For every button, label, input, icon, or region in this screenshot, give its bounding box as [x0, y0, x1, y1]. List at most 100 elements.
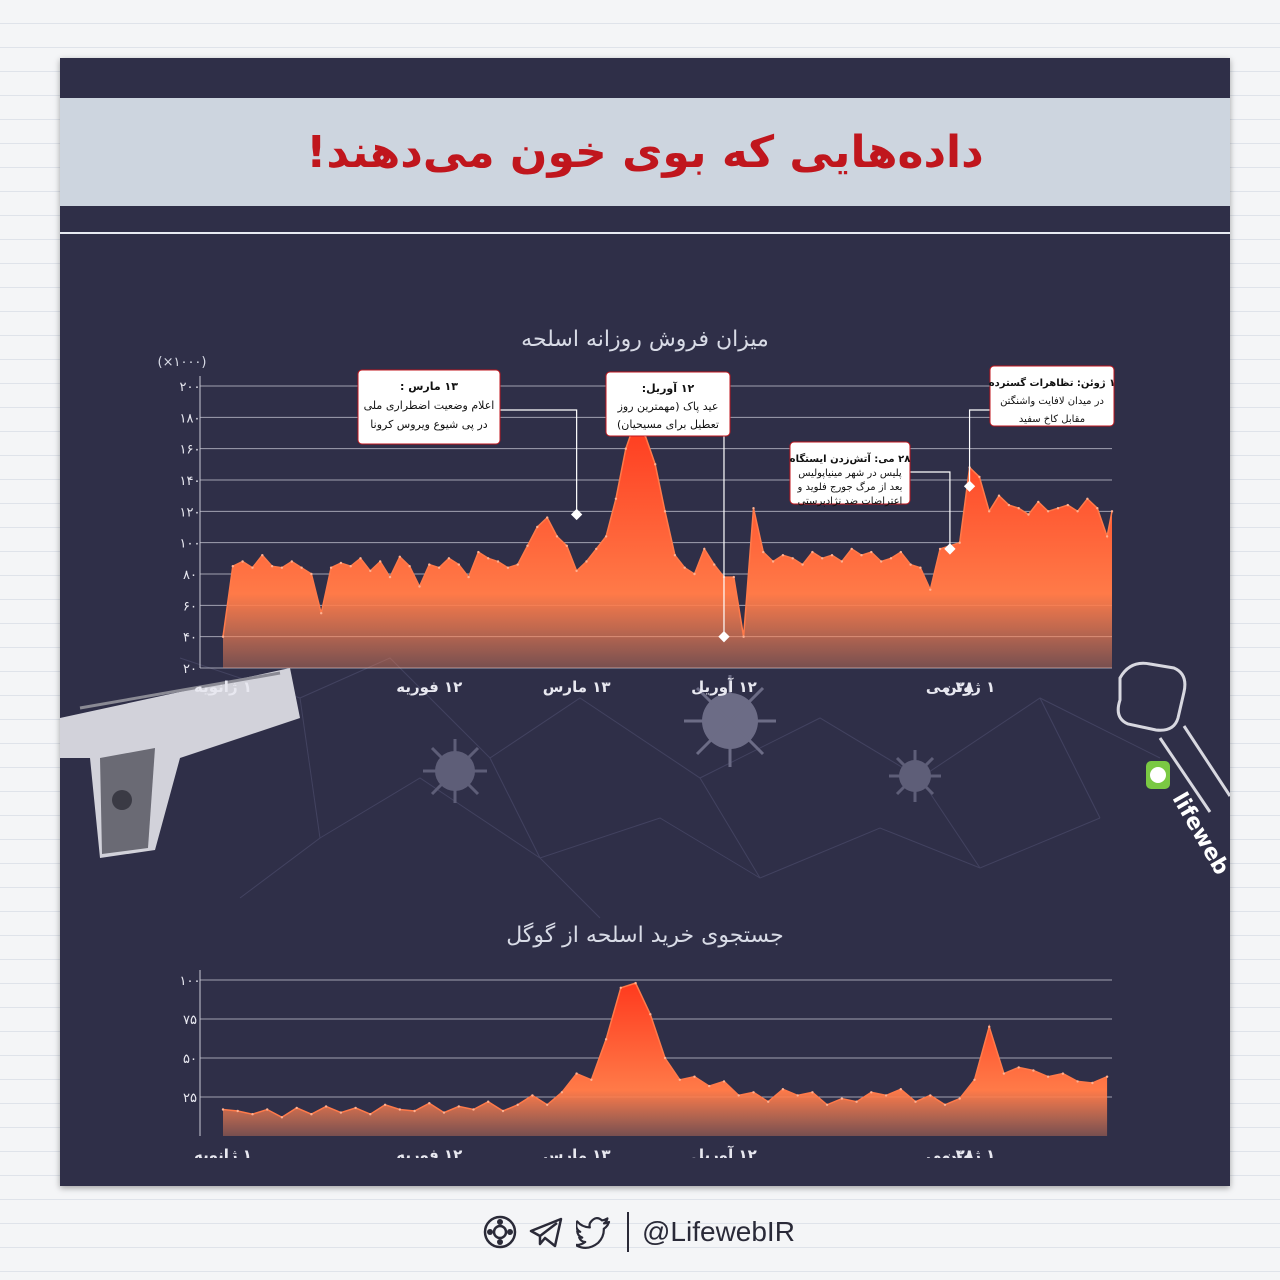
data-point — [261, 554, 264, 557]
data-point — [383, 1103, 387, 1106]
data-point — [909, 563, 912, 566]
data-point — [678, 1078, 681, 1081]
annotation: ۱۲ آوریل: عید پاک (مهمترین روز تعطیل برای … — [605, 371, 731, 643]
data-point — [575, 1072, 578, 1075]
data-point — [899, 1088, 902, 1091]
data-point — [1076, 1080, 1079, 1083]
data-point — [614, 497, 618, 500]
y-tick-label: ۱۰۰ — [180, 974, 201, 989]
data-point — [221, 1108, 225, 1111]
data-point — [781, 554, 785, 557]
social-handle[interactable]: @LifewebIR — [642, 1216, 795, 1247]
data-point — [649, 1013, 652, 1016]
data-point — [310, 1113, 313, 1116]
data-point — [354, 1106, 357, 1110]
data-point — [516, 563, 519, 566]
data-point — [266, 1108, 269, 1111]
data-point — [713, 563, 716, 566]
data-point — [880, 560, 883, 563]
instagram-icon[interactable] — [482, 1214, 518, 1250]
data-point — [418, 585, 421, 588]
data-point — [270, 565, 274, 568]
data-point — [958, 1097, 961, 1100]
data-point — [634, 981, 637, 985]
twitter-icon[interactable] — [576, 1214, 612, 1250]
data-point — [1096, 507, 1099, 510]
data-point — [663, 1056, 667, 1060]
data-point — [860, 554, 863, 557]
data-point — [673, 554, 677, 557]
annotation-text: پلیس در شهر مینیاپولیس — [798, 468, 902, 479]
data-point — [619, 986, 622, 989]
x-tick-label: ۱ ژوئن — [944, 678, 995, 696]
data-point — [349, 565, 352, 568]
annotation: ۱ ژوئن: تظاهرات گسترده در میدان لافایت وا… — [963, 365, 1116, 492]
data-point — [324, 1105, 328, 1108]
data-point — [840, 1097, 844, 1100]
chart-title: میزان فروش روزانه اسلحه — [521, 327, 769, 352]
data-point — [624, 447, 627, 450]
data-point — [408, 565, 411, 568]
data-point — [428, 563, 431, 566]
data-point — [988, 510, 991, 513]
y-tick-label: ۱۸۰ — [180, 411, 201, 426]
data-point — [413, 1109, 416, 1113]
data-point — [870, 550, 873, 554]
data-point — [1027, 513, 1030, 516]
data-point — [1061, 1072, 1065, 1075]
data-point — [241, 560, 244, 563]
data-point — [929, 588, 932, 591]
data-point — [487, 557, 490, 560]
x-tick-label: ۲۸ می — [926, 678, 974, 696]
chart-title: جستجوی خرید اسلحه از گوگل — [506, 922, 784, 948]
infographic-card: داده‌هایی که بوی خون می‌دهند! — [60, 58, 1230, 1186]
google-search-chart: جستجوی خرید اسلحه از گوگل ۲۵ ۵۰ ۷۵ ۱۰۰ ۱ ژانو… — [180, 922, 1112, 1158]
telegram-icon[interactable] — [528, 1214, 564, 1250]
data-point — [796, 1094, 799, 1097]
data-point — [398, 1108, 401, 1111]
data-point — [457, 1105, 460, 1108]
pistol-icon — [60, 668, 300, 858]
data-point — [487, 1100, 490, 1103]
data-point — [919, 566, 922, 569]
y-tick-label: ۵۰ — [183, 1052, 197, 1067]
virus-icon — [423, 739, 487, 803]
series-area — [223, 983, 1108, 1136]
annotation-text: عید پاک (مهمترین روز — [617, 400, 719, 413]
data-point — [310, 572, 313, 576]
data-point — [295, 1106, 298, 1110]
data-point — [442, 1111, 446, 1114]
data-point — [855, 1100, 858, 1103]
data-point — [536, 525, 539, 529]
annotation-text: تعطیل برای مسیحیان) — [617, 418, 719, 431]
annotation-text: در میدان لافایت واشنگتن — [1000, 395, 1104, 407]
data-point — [938, 547, 942, 551]
x-tick-label: ۱ ژانویه — [194, 678, 252, 696]
data-point — [320, 612, 323, 615]
annotation-text: ۱ ژوئن: تظاهرات گسترده — [989, 376, 1116, 389]
data-point — [604, 1038, 608, 1041]
data-point — [840, 560, 844, 563]
data-point — [231, 565, 234, 568]
data-point — [737, 1094, 740, 1097]
data-point — [339, 1111, 343, 1114]
data-point — [1076, 510, 1079, 513]
data-point — [531, 1094, 534, 1097]
data-point — [379, 560, 382, 563]
data-point — [457, 563, 460, 566]
data-point — [821, 557, 824, 560]
data-point — [428, 1102, 431, 1105]
data-point — [870, 1091, 873, 1094]
data-point — [526, 544, 529, 547]
data-point — [781, 1088, 785, 1091]
annotation-text: ۱۲ آوریل: — [642, 381, 695, 395]
y-tick-label: ۱۰۰ — [180, 537, 201, 552]
data-point — [1032, 1069, 1035, 1072]
data-point — [251, 566, 254, 569]
page-title: داده‌هایی که بوی خون می‌دهند! — [306, 126, 984, 178]
lifeweb-logo-icon — [1146, 761, 1170, 789]
data-point — [693, 1075, 696, 1078]
data-point — [762, 550, 765, 554]
x-tick-label: ۱۲ آوریل — [691, 1146, 757, 1158]
x-tick-label: ۱۳ مارس — [543, 678, 611, 696]
